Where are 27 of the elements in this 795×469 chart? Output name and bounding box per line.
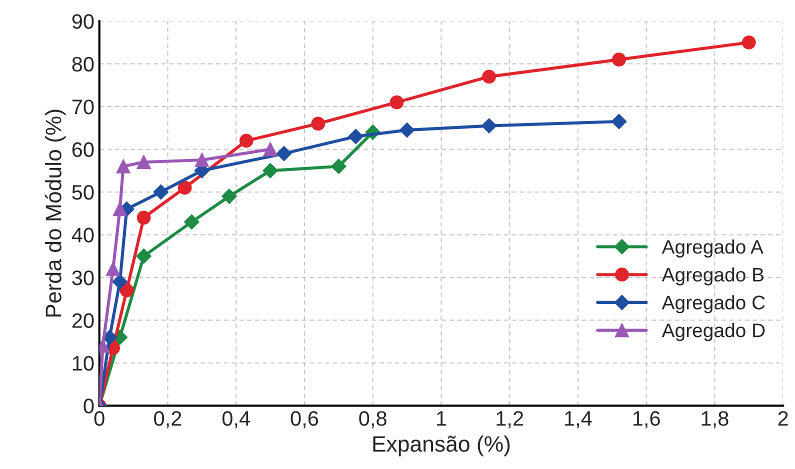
x-tick-label: 1 <box>437 411 446 426</box>
y-axis-title: Perda do Módulo (%) <box>44 110 66 317</box>
x-tick-label: 2 <box>778 411 788 426</box>
y-tick-label: 50 <box>72 185 94 200</box>
y-tick-label: 60 <box>72 142 94 158</box>
x-tick-label: 1,8 <box>702 411 728 428</box>
x-axis-title: Expansão (%) <box>373 436 510 456</box>
y-tick-label: 70 <box>72 100 94 114</box>
legend-label: Agregado A <box>662 239 764 258</box>
x-tick-label: 1,4 <box>565 411 592 428</box>
y-tick-label: 30 <box>72 270 94 286</box>
x-tick-label: 1,2 <box>496 411 524 428</box>
x-tick-label: 0,4 <box>222 411 250 428</box>
y-tick-label: 10 <box>72 356 94 371</box>
x-tick-label: 0,6 <box>290 411 318 428</box>
y-tick-label: 90 <box>72 14 94 29</box>
y-tick-label: 20 <box>72 313 94 328</box>
legend-label: Agregado B <box>662 267 764 286</box>
y-tick-label: 80 <box>72 56 94 72</box>
x-tick-label: 0,2 <box>154 411 182 428</box>
legend-label: Agregado C <box>662 295 765 314</box>
x-tick-label: 1,6 <box>633 411 660 428</box>
legend-label: Agregado D <box>662 323 765 342</box>
x-tick-label: 0 <box>94 411 104 426</box>
y-tick-label: 40 <box>72 228 94 243</box>
x-tick-label: 0,8 <box>359 411 386 428</box>
y-tick-label: 0 <box>84 398 94 414</box>
